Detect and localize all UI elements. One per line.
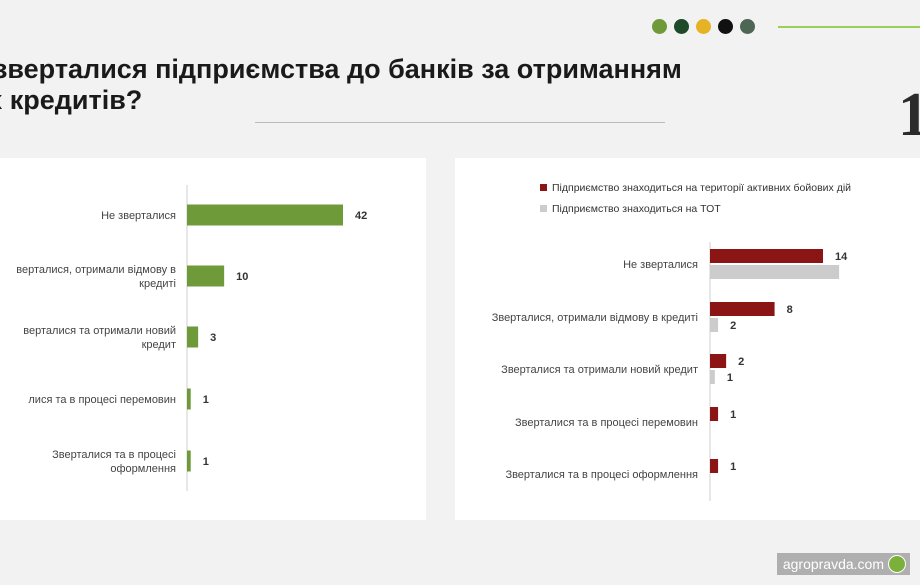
right-bar-s1-4 xyxy=(710,407,719,421)
left-value-label-2: 10 xyxy=(236,271,248,283)
slide-number-glyph: 1 xyxy=(898,81,920,149)
right-bar-s2-1 xyxy=(710,265,840,279)
title-line-1: зверталися підприємства до банків за отр… xyxy=(0,54,682,84)
right-value-label-s1-5: 1 xyxy=(730,461,736,473)
left-category-label-1: Не зверталися xyxy=(101,210,176,222)
legend-swatch-2 xyxy=(540,205,547,212)
right-bar-s2-2 xyxy=(710,318,719,332)
left-bar-5 xyxy=(187,450,191,472)
left-category-label-2-line-2: кредиті xyxy=(139,278,176,290)
right-value-label-s1-1: 14 xyxy=(835,251,848,263)
dot-3 xyxy=(696,19,711,34)
slide-title: зверталися підприємства до банків за отр… xyxy=(0,54,874,116)
right-category-label-2: Зверталися, отримали відмову в кредиті xyxy=(492,312,698,324)
left-bar-3 xyxy=(187,326,199,348)
dot-2 xyxy=(674,19,689,34)
left-bar-chart: 42 Не зверталися 10 верталися, отримали від… xyxy=(16,185,367,491)
title-rule xyxy=(255,122,665,123)
right-bar-s1-1 xyxy=(710,249,823,263)
left-category-label-5-line-2: оформлення xyxy=(110,463,176,475)
right-bar-s1-2 xyxy=(710,302,775,316)
dot-1 xyxy=(652,19,667,34)
watermark-text: agropravda.com xyxy=(782,556,884,572)
left-chart-panel: 42 Не зверталися 10 верталися, отримали від… xyxy=(0,158,426,520)
left-value-label-1: 42 xyxy=(355,210,367,222)
right-value-label-s1-4: 1 xyxy=(730,409,736,421)
title-line-2: вих кредитів? xyxy=(0,85,143,115)
header-dots xyxy=(652,19,755,34)
right-bar-s1-3 xyxy=(710,354,727,368)
left-bar-4 xyxy=(187,388,191,410)
right-category-label-3: Зверталися та отримали новий кредит xyxy=(501,364,698,376)
legend-label-1: Підприємство знаходиться на території ак… xyxy=(552,182,851,194)
left-bar-2 xyxy=(187,265,225,287)
dot-5 xyxy=(740,19,755,34)
right-category-label-1: Не зверталися xyxy=(623,259,698,271)
legend-label-2: Підприємство знаходиться на ТОТ xyxy=(552,203,721,215)
watermark: agropravda.com xyxy=(776,553,910,575)
left-category-label-3-line-1: верталися та отримали новий xyxy=(23,325,176,337)
agropravda-logo-icon xyxy=(888,555,906,573)
right-value-label-s2-3: 1 xyxy=(727,372,733,384)
legend-swatch-1 xyxy=(540,184,547,191)
left-category-label-3-line-2: кредит xyxy=(142,339,176,351)
left-category-label-4: лися та в процесі перемовин xyxy=(28,394,176,406)
dot-4 xyxy=(718,19,733,34)
left-category-label-2-line-1: верталися, отримали відмову в xyxy=(16,264,176,276)
right-value-label-s1-3: 2 xyxy=(738,356,744,368)
left-bar-1 xyxy=(187,204,343,226)
right-value-label-s2-2: 2 xyxy=(730,320,736,332)
right-chart-panel: Підприємство знаходиться на території ак… xyxy=(455,158,920,520)
right-bar-s1-5 xyxy=(710,459,719,473)
right-category-label-4: Зверталися та в процесі перемовин xyxy=(515,417,698,429)
left-value-label-3: 3 xyxy=(210,332,216,344)
left-value-label-5: 1 xyxy=(203,456,209,468)
left-category-label-5-line-1: Зверталися та в процесі xyxy=(52,449,176,461)
right-category-label-5: Зверталися та в процесі оформлення xyxy=(505,469,698,481)
top-rule xyxy=(778,26,920,28)
right-bar-s2-3 xyxy=(710,370,715,384)
right-bar-chart: Підприємство знаходиться на території ак… xyxy=(492,182,851,501)
right-value-label-s1-2: 8 xyxy=(787,304,793,316)
left-value-label-4: 1 xyxy=(203,394,209,406)
